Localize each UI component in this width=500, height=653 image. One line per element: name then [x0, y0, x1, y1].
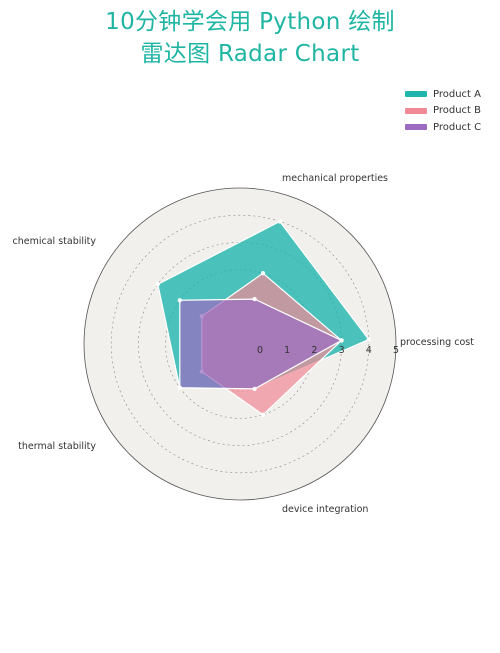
legend-label: Product C [433, 122, 481, 133]
legend: Product A Product B Product C [405, 86, 481, 136]
data-point [252, 387, 256, 391]
data-point [178, 386, 182, 390]
legend-label: Product B [433, 105, 481, 116]
data-point [278, 219, 282, 223]
legend-label: Product A [433, 89, 481, 100]
radial-tick-label: 4 [366, 345, 372, 356]
legend-swatch [405, 108, 427, 114]
radial-tick-label: 2 [311, 345, 317, 356]
data-point [252, 297, 256, 301]
legend-item[interactable]: Product B [405, 103, 481, 120]
radial-tick-label: 3 [339, 345, 345, 356]
axis-label: processing cost [400, 337, 474, 348]
legend-swatch [405, 91, 427, 97]
data-point [261, 413, 265, 417]
radial-tick-label: 1 [284, 345, 290, 356]
axis-label: mechanical properties [282, 173, 388, 184]
radial-tick-label: 5 [393, 345, 399, 356]
radial-tick-label: 0 [257, 345, 263, 356]
legend-item[interactable]: Product A [405, 86, 481, 103]
data-point [178, 298, 182, 302]
axis-label: device integration [282, 504, 368, 515]
data-point [339, 338, 343, 342]
axis-label: thermal stability [18, 441, 96, 452]
data-point [367, 337, 371, 341]
legend-swatch [405, 124, 427, 130]
axis-label: chemical stability [13, 236, 97, 247]
data-point [261, 271, 265, 275]
legend-item[interactable]: Product C [405, 119, 481, 136]
data-point [156, 282, 160, 286]
